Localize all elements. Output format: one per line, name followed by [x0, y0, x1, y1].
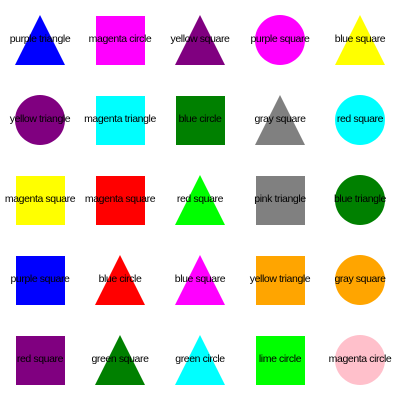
circle-shape: [335, 95, 385, 145]
shape-label: blue triangle: [333, 193, 386, 205]
grid-cell-r1-c1: magenta triangle: [80, 80, 160, 160]
grid-cell-r3-c1: blue circle: [80, 240, 160, 320]
circle-shape: [335, 255, 385, 305]
grid-cell-r0-c0: purple triangle: [0, 0, 80, 80]
shape-label: blue circle: [98, 273, 142, 285]
grid-cell-r3-c0: purple square: [0, 240, 80, 320]
grid-cell-r0-c1: magenta circle: [80, 0, 160, 80]
shape-label: magenta circle: [328, 353, 392, 365]
shape-label: red square: [176, 193, 224, 205]
shape-label: yellow square: [170, 33, 230, 45]
shape-label: purple square: [10, 273, 70, 285]
grid-cell-r3-c4: gray square: [320, 240, 400, 320]
grid-cell-r1-c0: yellow triangle: [0, 80, 80, 160]
shape-label: pink triangle: [254, 193, 306, 205]
shape-label: magenta square: [4, 193, 76, 205]
circle-shape: [335, 175, 385, 225]
square-shape: [16, 336, 65, 385]
shape-label: magenta square: [84, 193, 156, 205]
square-shape: [176, 96, 225, 145]
shape-label: purple triangle: [9, 33, 71, 45]
shape-label: blue square: [334, 33, 386, 45]
square-shape: [256, 336, 305, 385]
grid-cell-r1-c3: gray square: [240, 80, 320, 160]
shape-label: red square: [16, 353, 64, 365]
square-shape: [96, 176, 145, 225]
shape-label: magenta circle: [88, 33, 152, 45]
shape-label: magenta triangle: [84, 113, 156, 125]
grid-cell-r0-c4: blue square: [320, 0, 400, 80]
shape-label: yellow triangle: [249, 273, 311, 285]
square-shape: [16, 256, 65, 305]
shape-label: lime circle: [258, 353, 302, 365]
grid-cell-r2-c4: blue triangle: [320, 160, 400, 240]
shape-label: blue square: [174, 273, 226, 285]
grid-cell-r4-c4: magenta circle: [320, 320, 400, 400]
shape-label: green circle: [175, 353, 225, 365]
grid-cell-r2-c0: magenta square: [0, 160, 80, 240]
circle-shape: [15, 95, 65, 145]
grid-cell-r4-c1: green square: [80, 320, 160, 400]
shape-label: blue circle: [178, 113, 222, 125]
square-shape: [96, 16, 145, 65]
grid-cell-r4-c0: red square: [0, 320, 80, 400]
grid-cell-r3-c2: blue square: [160, 240, 240, 320]
square-shape: [256, 256, 305, 305]
grid-cell-r2-c1: magenta square: [80, 160, 160, 240]
circle-shape: [335, 335, 385, 385]
grid-cell-r0-c2: yellow square: [160, 0, 240, 80]
grid-cell-r2-c2: red square: [160, 160, 240, 240]
grid-cell-r4-c2: green circle: [160, 320, 240, 400]
shape-label: red square: [336, 113, 384, 125]
shape-label: gray square: [334, 273, 386, 285]
shape-label: purple square: [250, 33, 310, 45]
grid-cell-r4-c3: lime circle: [240, 320, 320, 400]
grid-cell-r3-c3: yellow triangle: [240, 240, 320, 320]
shape-label: yellow triangle: [9, 113, 71, 125]
shape-label: green square: [91, 353, 149, 365]
square-shape: [16, 176, 65, 225]
grid-cell-r1-c4: red square: [320, 80, 400, 160]
square-shape: [256, 176, 305, 225]
grid-cell-r0-c3: purple square: [240, 0, 320, 80]
shape-label: gray square: [254, 113, 306, 125]
circle-shape: [255, 15, 305, 65]
grid-cell-r1-c2: blue circle: [160, 80, 240, 160]
square-shape: [96, 96, 145, 145]
grid-cell-r2-c3: pink triangle: [240, 160, 320, 240]
